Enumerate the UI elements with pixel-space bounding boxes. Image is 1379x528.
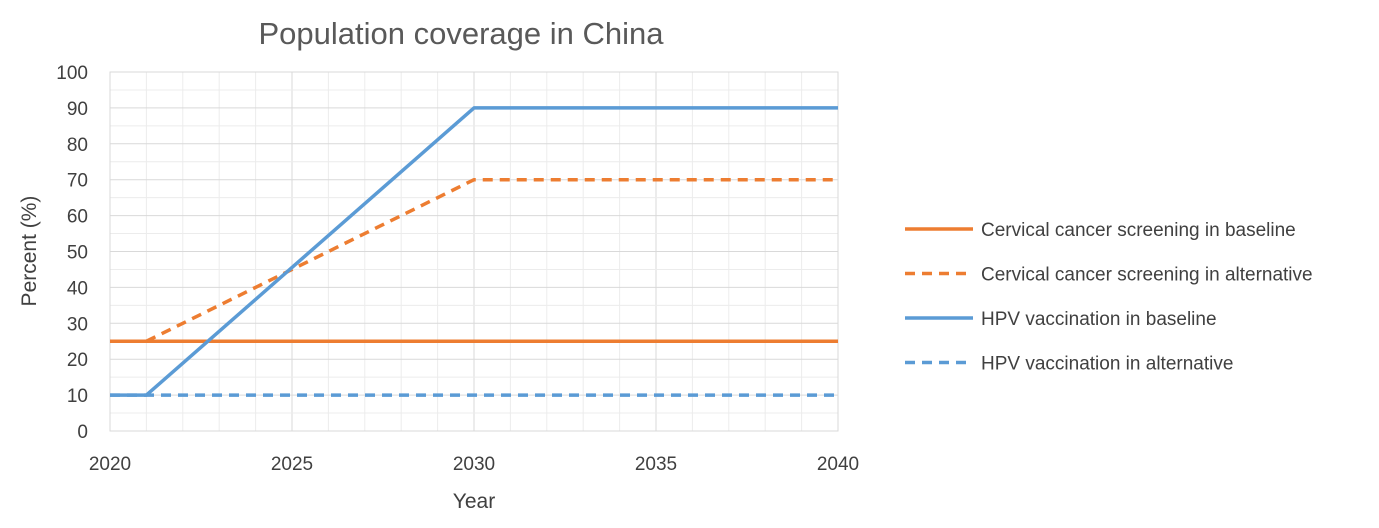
y-tick-label: 80 xyxy=(67,135,88,156)
plot-area-border xyxy=(109,71,839,432)
y-axis-label: Percent (%) xyxy=(18,196,41,307)
y-tick-label: 10 xyxy=(67,386,88,407)
x-tick-label: 2035 xyxy=(635,454,677,475)
y-tick-label: 70 xyxy=(67,171,88,192)
legend-label: HPV vaccination in alternative xyxy=(981,354,1233,375)
legend-label: Cervical cancer screening in baseline xyxy=(981,220,1296,241)
x-tick-label: 2025 xyxy=(271,454,313,475)
x-tick-label: 2040 xyxy=(817,454,859,475)
x-tick-label: 2020 xyxy=(89,454,131,475)
y-tick-label: 90 xyxy=(67,99,88,120)
y-tick-label: 0 xyxy=(77,422,88,443)
grid xyxy=(109,71,839,432)
y-tick-label: 30 xyxy=(67,314,88,335)
y-tick-label: 60 xyxy=(67,207,88,228)
y-tick-label: 50 xyxy=(67,243,88,264)
legend-label: HPV vaccination in baseline xyxy=(981,309,1217,330)
legend-label: Cervical cancer screening in alternative xyxy=(981,265,1313,286)
series-line-2 xyxy=(145,177,838,343)
y-tick-label: 100 xyxy=(56,63,88,84)
series-group xyxy=(110,106,838,397)
x-axis-label: Year xyxy=(453,490,495,513)
y-axis-ticks: 0 10 20 30 40 50 60 70 80 90 100 xyxy=(56,63,88,443)
chart-title: Population coverage in China xyxy=(259,16,665,51)
y-tick-label: 40 xyxy=(67,278,88,299)
legend: Cervical cancer screening in baseline Cer… xyxy=(905,220,1313,375)
x-axis-ticks: 2020 2025 2030 2035 2040 xyxy=(89,454,859,475)
x-tick-label: 2030 xyxy=(453,454,495,475)
y-tick-label: 20 xyxy=(67,350,88,371)
